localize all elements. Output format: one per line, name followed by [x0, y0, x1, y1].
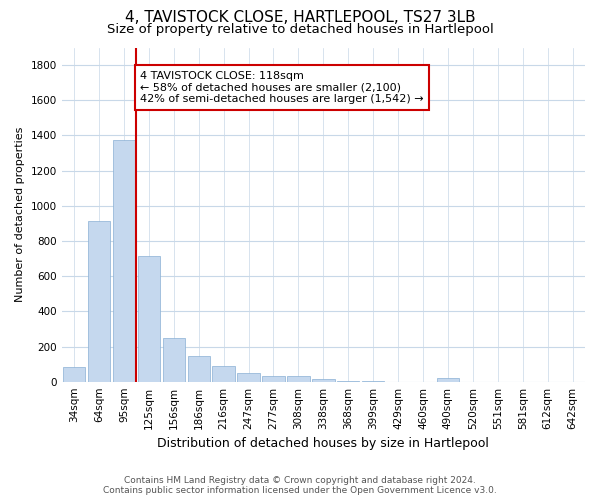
Bar: [88, 220, 110, 382]
Text: 4 TAVISTOCK CLOSE: 118sqm
← 58% of detached houses are smaller (2,100)
42% of se: 4 TAVISTOCK CLOSE: 118sqm ← 58% of detac…: [140, 71, 424, 104]
Text: Contains HM Land Registry data © Crown copyright and database right 2024.
Contai: Contains HM Land Registry data © Crown c…: [103, 476, 497, 495]
Bar: [163, 338, 185, 382]
Bar: [137, 256, 160, 382]
Bar: [113, 140, 135, 382]
Bar: [238, 372, 260, 382]
Bar: [362, 381, 385, 382]
Text: Size of property relative to detached houses in Hartlepool: Size of property relative to detached ho…: [107, 22, 493, 36]
Y-axis label: Number of detached properties: Number of detached properties: [15, 127, 25, 302]
Bar: [188, 356, 210, 382]
Bar: [337, 381, 359, 382]
Bar: [287, 376, 310, 382]
Bar: [63, 366, 85, 382]
Bar: [262, 376, 285, 382]
X-axis label: Distribution of detached houses by size in Hartlepool: Distribution of detached houses by size …: [157, 437, 489, 450]
Bar: [312, 378, 335, 382]
Bar: [437, 378, 459, 382]
Bar: [212, 366, 235, 382]
Text: 4, TAVISTOCK CLOSE, HARTLEPOOL, TS27 3LB: 4, TAVISTOCK CLOSE, HARTLEPOOL, TS27 3LB: [125, 10, 475, 25]
